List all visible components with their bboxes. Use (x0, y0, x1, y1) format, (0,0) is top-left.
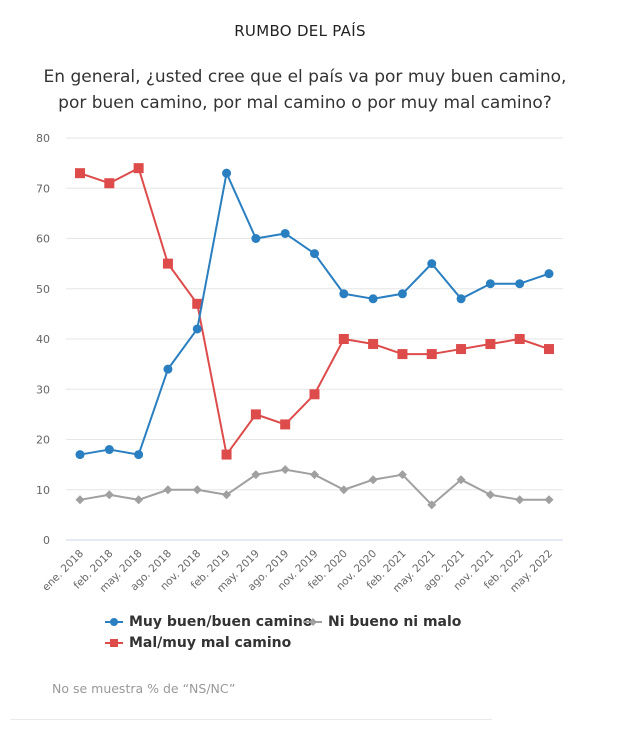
data-point (280, 228, 290, 238)
data-point (222, 168, 232, 178)
footnote: No se muestra % de “NS/NC” (52, 681, 236, 696)
data-point (310, 470, 319, 480)
data-point (456, 344, 467, 355)
data-point (192, 324, 202, 334)
data-point (251, 234, 261, 243)
data-point (339, 485, 349, 495)
data-point (368, 475, 378, 485)
data-point (515, 495, 525, 505)
data-point (426, 349, 437, 360)
y-tick-label: 50 (36, 283, 50, 296)
data-point (75, 495, 85, 505)
data-point (397, 470, 407, 480)
series-line (79, 167, 550, 456)
data-point (250, 409, 261, 420)
data-point (104, 490, 114, 500)
data-point (544, 269, 554, 279)
data-point (338, 334, 349, 344)
data-point (544, 495, 554, 505)
question-line-2: por buen camino, por mal camino o por mu… (58, 93, 552, 113)
data-point (368, 294, 378, 304)
y-tick-label: 60 (36, 233, 50, 246)
data-point (162, 258, 173, 269)
series-ni-bueno-ni-malo (75, 465, 554, 510)
legend-label: Muy buen/buen camino (129, 614, 313, 630)
data-point (75, 450, 85, 460)
legend-diamond-marker-icon (304, 617, 322, 627)
data-point (485, 279, 495, 289)
data-point (309, 389, 320, 400)
data-point (514, 334, 525, 344)
series-group (75, 163, 554, 510)
legend-circle-marker-icon (105, 617, 123, 627)
data-point (339, 289, 349, 299)
data-point (485, 339, 496, 350)
y-axis: 0 10 20 30 40 50 60 70 80 (36, 132, 50, 547)
data-point (134, 495, 144, 505)
question-line-1: En general, ¿usted cree que el país va p… (43, 67, 567, 87)
data-point (397, 289, 407, 299)
data-point (192, 298, 203, 309)
data-point (280, 465, 290, 475)
data-point (192, 485, 202, 495)
data-point (544, 344, 554, 355)
data-point (310, 249, 319, 259)
legend-label: Mal/muy mal camino (129, 635, 292, 651)
data-point (485, 490, 495, 500)
data-point (75, 168, 85, 179)
data-point (427, 500, 437, 510)
data-point (397, 349, 408, 360)
data-point (222, 490, 232, 500)
y-tick-label: 0 (43, 534, 50, 547)
y-tick-label: 80 (36, 132, 50, 145)
chart-kicker-title: RUMBO DEL PAÍS (234, 22, 366, 40)
data-point (456, 475, 466, 485)
data-point (104, 178, 115, 189)
data-point (280, 419, 291, 430)
data-point (456, 294, 466, 304)
data-point (515, 279, 525, 289)
y-tick-label: 10 (36, 484, 50, 497)
data-point (104, 445, 114, 455)
series-muy-buen-buen-camino (75, 168, 554, 460)
divider (10, 719, 492, 720)
grid-lines (66, 137, 563, 541)
legend-square-marker-icon (105, 638, 123, 648)
legend-item-muy-buen-buen-camino[interactable]: Muy buen/buen camino (105, 614, 313, 630)
chart-question: En general, ¿usted cree que el país va p… (0, 64, 610, 116)
data-point (368, 339, 379, 350)
y-tick-label: 70 (36, 182, 50, 195)
y-tick-label: 20 (36, 434, 50, 447)
data-point (134, 450, 144, 460)
y-tick-label: 30 (36, 383, 50, 396)
series-line (79, 172, 550, 456)
data-point (221, 449, 232, 460)
data-point (133, 163, 144, 174)
legend-item-mal-muy-mal-camino[interactable]: Mal/muy mal camino (105, 635, 291, 651)
data-point (163, 485, 173, 495)
legend-label: Ni bueno ni malo (328, 614, 462, 630)
series-mal-muy-mal-camino (75, 163, 554, 460)
legend-item-ni-bueno-ni-malo[interactable]: Ni bueno ni malo (304, 614, 461, 630)
data-point (251, 470, 261, 480)
data-point (427, 259, 437, 269)
data-point (163, 364, 173, 374)
y-tick-label: 40 (36, 333, 50, 346)
